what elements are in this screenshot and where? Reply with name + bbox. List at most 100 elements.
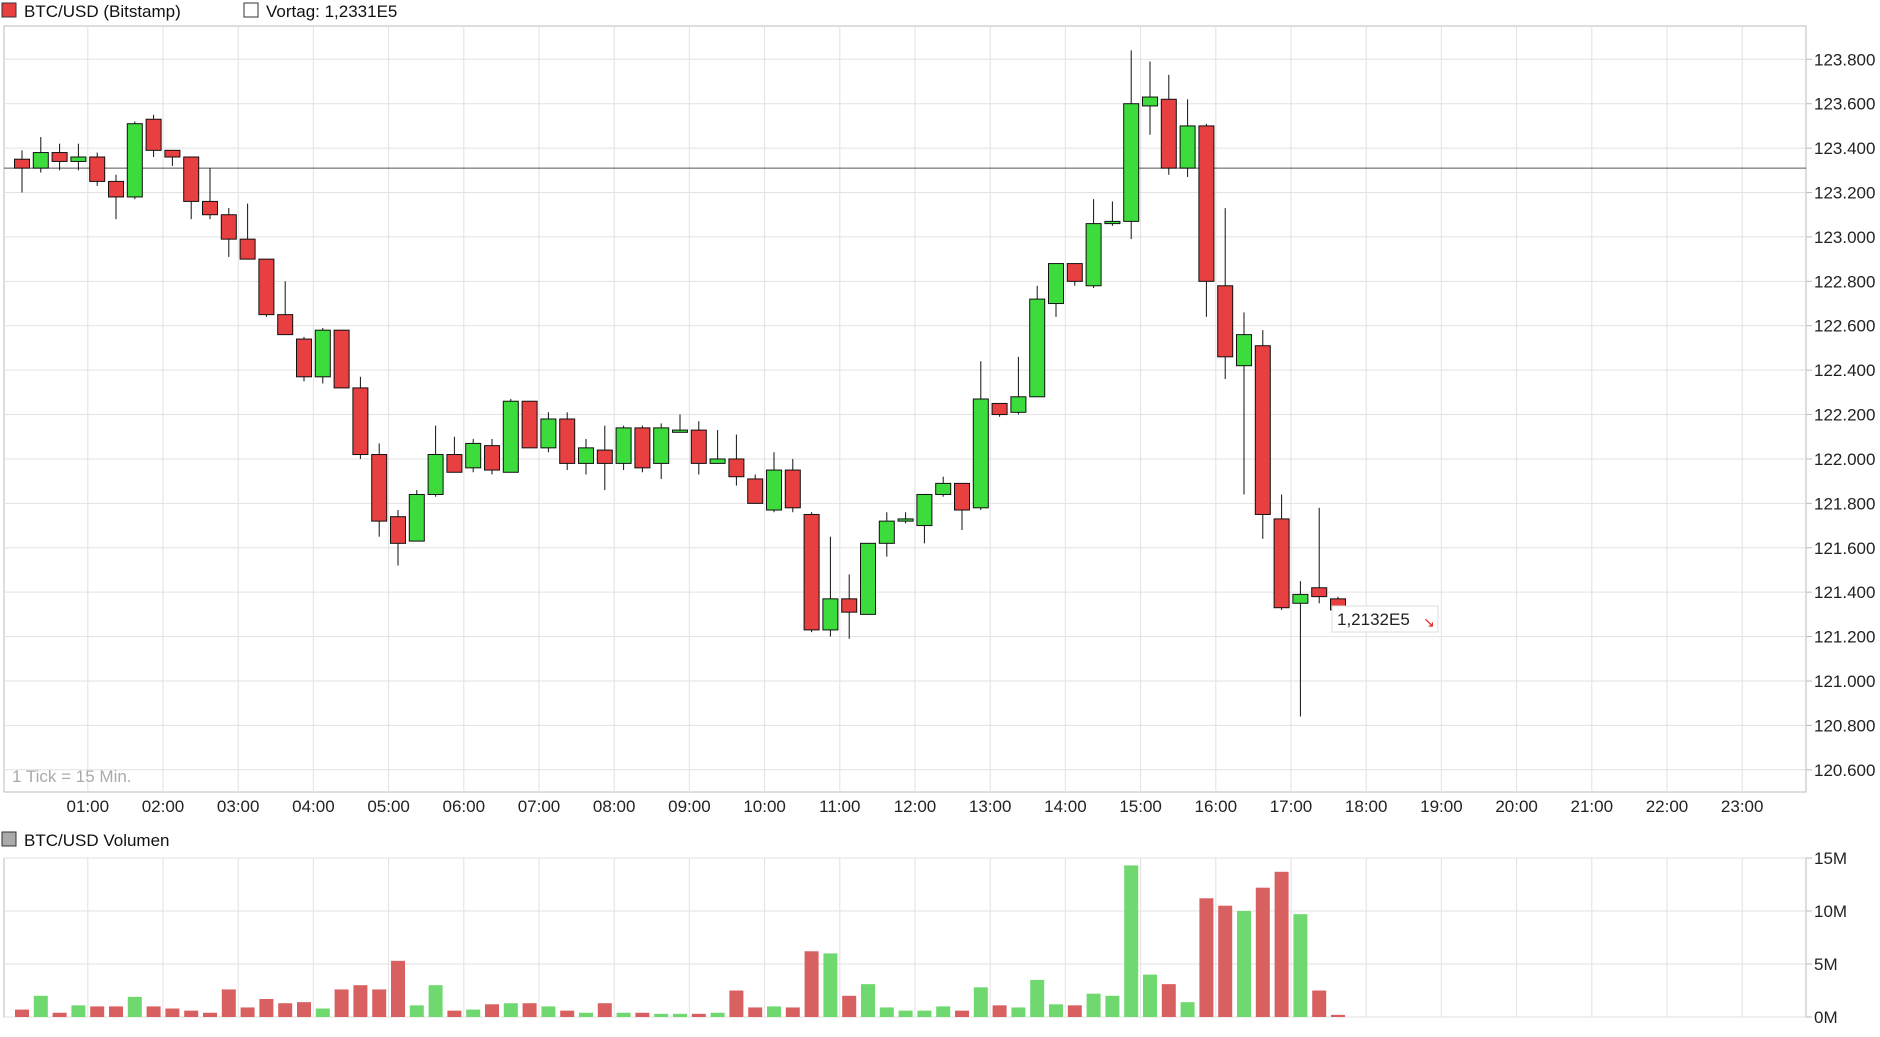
volume-bar	[15, 1009, 29, 1017]
prev-close-swatch[interactable]	[243, 2, 259, 18]
candle-body	[521, 400, 538, 449]
candle-body	[32, 152, 49, 169]
candle-body	[841, 598, 858, 613]
candle	[126, 121, 143, 200]
candle-body	[484, 445, 500, 471]
price-tick-label: 120.600	[1814, 761, 1875, 780]
candle-body	[333, 329, 350, 389]
candle-body	[220, 214, 237, 240]
volume-bar	[447, 1010, 462, 1017]
volume-bar	[1011, 1007, 1026, 1017]
candle-body	[1010, 396, 1027, 413]
volume-series-swatch[interactable]	[1, 831, 17, 847]
candle	[70, 143, 87, 171]
price-panel[interactable]: 01:00 02:00 03:00 04:00 05:00 06:00 07:00 08:00…	[3, 25, 1875, 816]
volume-bar	[1274, 871, 1289, 1017]
time-tick-label: 23:00	[1721, 797, 1764, 816]
volume-bar	[1180, 1002, 1195, 1017]
candle	[277, 281, 294, 336]
volume-bar	[33, 995, 48, 1017]
price-tick-label: 123.000	[1814, 228, 1875, 247]
volume-bar	[52, 1012, 67, 1017]
candle	[502, 399, 519, 473]
volume-bar	[1331, 1014, 1345, 1017]
volume-bar	[184, 1010, 199, 1017]
volume-bar	[823, 953, 838, 1017]
candle-body	[728, 458, 745, 478]
last-price-callout: 1,2132E5 ↘	[1331, 605, 1439, 633]
candle	[822, 536, 839, 637]
volume-frame	[3, 857, 1807, 1018]
candle-body	[427, 454, 444, 495]
volume-bar	[729, 990, 744, 1017]
candle	[371, 443, 388, 537]
volume-bar	[1237, 911, 1251, 1017]
volume-bar	[936, 1006, 951, 1017]
volume-bar	[579, 1012, 593, 1017]
time-tick-label: 19:00	[1420, 797, 1463, 816]
price-tick-label: 121.200	[1814, 628, 1875, 647]
candle	[51, 143, 68, 171]
candle	[972, 361, 989, 511]
volume-bar	[165, 1008, 180, 1017]
candle	[465, 438, 482, 473]
volume-tick-label: 0M	[1814, 1008, 1838, 1027]
volume-bar	[109, 1006, 123, 1017]
candle-body	[1254, 345, 1271, 515]
candle	[427, 425, 444, 497]
volume-bar	[503, 1003, 518, 1017]
candle	[408, 490, 425, 542]
volume-bar	[1218, 905, 1233, 1017]
volume-bar	[616, 1012, 631, 1017]
time-tick-label: 20:00	[1495, 797, 1538, 816]
time-tick-label: 15:00	[1119, 797, 1162, 816]
price-tick-label: 121.800	[1814, 494, 1875, 513]
price-series-swatch[interactable]	[1, 2, 17, 18]
volume-bar	[673, 1013, 687, 1017]
volume-bar	[1105, 995, 1120, 1017]
volume-bar	[315, 1008, 330, 1017]
time-tick-label: 04:00	[292, 797, 335, 816]
candle-body	[784, 469, 801, 509]
candle-body	[690, 429, 707, 464]
time-tick-label: 03:00	[217, 797, 260, 816]
candle	[220, 208, 237, 257]
price-tick-label: 120.800	[1814, 716, 1875, 735]
volume-bar	[391, 960, 405, 1017]
candle-body	[1311, 587, 1328, 598]
candle-body	[1160, 98, 1177, 169]
candle	[615, 425, 632, 471]
time-tick-label: 13:00	[969, 797, 1012, 816]
candle	[1142, 61, 1158, 135]
candle-body	[803, 513, 820, 631]
candle	[634, 425, 651, 473]
candle	[484, 438, 500, 475]
volume-bar	[278, 1003, 293, 1017]
candle-body	[14, 158, 30, 169]
volume-bar	[1161, 984, 1176, 1017]
volume-bar	[654, 1013, 669, 1017]
volume-bar	[804, 951, 819, 1017]
candle-body	[408, 493, 425, 542]
volume-bar	[1030, 979, 1045, 1017]
candle-body	[1104, 220, 1121, 225]
time-tick-label: 05:00	[367, 797, 410, 816]
time-tick-label: 16:00	[1195, 797, 1238, 816]
candle	[878, 512, 895, 557]
candle	[314, 327, 331, 384]
candle-body	[897, 518, 914, 522]
candle-body	[314, 329, 331, 378]
price-tick-label: 121.400	[1814, 583, 1875, 602]
candle	[1292, 581, 1309, 717]
candle-body	[709, 458, 726, 464]
candle	[1066, 263, 1083, 286]
candle	[521, 400, 538, 449]
time-tick-label: 10:00	[743, 797, 786, 816]
candle	[672, 414, 688, 433]
candle	[728, 434, 745, 486]
candle-body	[465, 442, 482, 469]
candle	[540, 412, 557, 453]
volume-panel[interactable]: 0M 5M 10M 15M	[3, 849, 1847, 1027]
candle	[1085, 199, 1102, 288]
candle-body	[277, 314, 294, 336]
